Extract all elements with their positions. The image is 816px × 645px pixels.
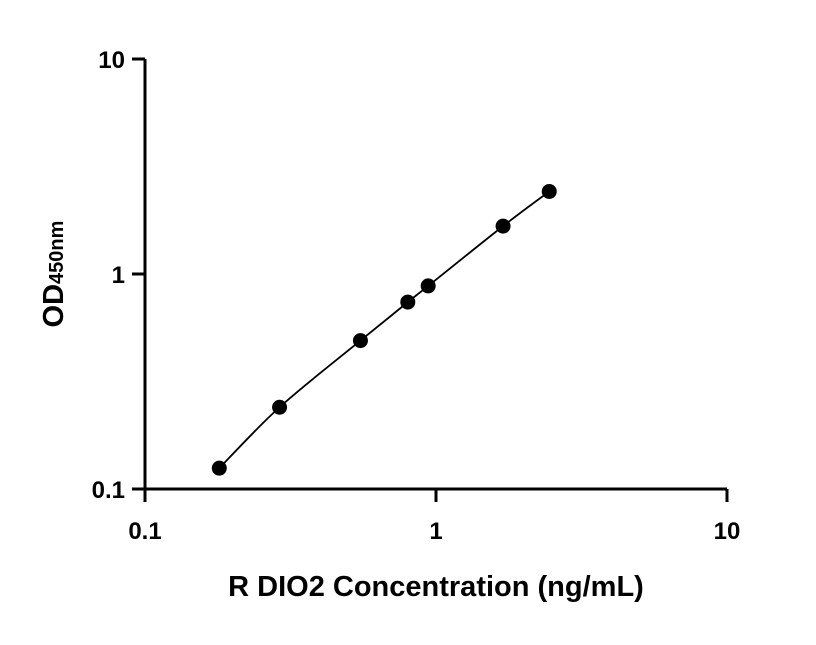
data-point: [211, 460, 227, 476]
ticks: [132, 57, 729, 502]
data-point: [541, 183, 557, 199]
data-point: [495, 218, 511, 234]
data-point: [272, 399, 288, 415]
x-tick-label: 10: [714, 518, 741, 545]
y-tick-label: 1: [112, 262, 125, 289]
data-point: [352, 333, 368, 349]
axes: [143, 59, 727, 491]
x-tick-label: 0.1: [128, 518, 161, 545]
y-tick-label: 0.1: [92, 477, 125, 504]
fit-curve-line: [218, 190, 550, 469]
y-tick-label: 10: [98, 47, 125, 74]
data-point: [400, 294, 416, 310]
data-points: [211, 183, 557, 476]
x-tick-label: 1: [429, 518, 442, 545]
data-point: [420, 278, 436, 294]
y-axis-title-main: OD: [38, 284, 70, 328]
tick-labels: 0.1 1 10 0.1 1 10: [92, 47, 741, 545]
x-axis-title: R DIO2 Concentration (ng/mL): [228, 571, 644, 603]
y-axis-title: OD450nm: [38, 221, 70, 328]
y-axis-title-subscript: 450nm: [46, 221, 68, 284]
